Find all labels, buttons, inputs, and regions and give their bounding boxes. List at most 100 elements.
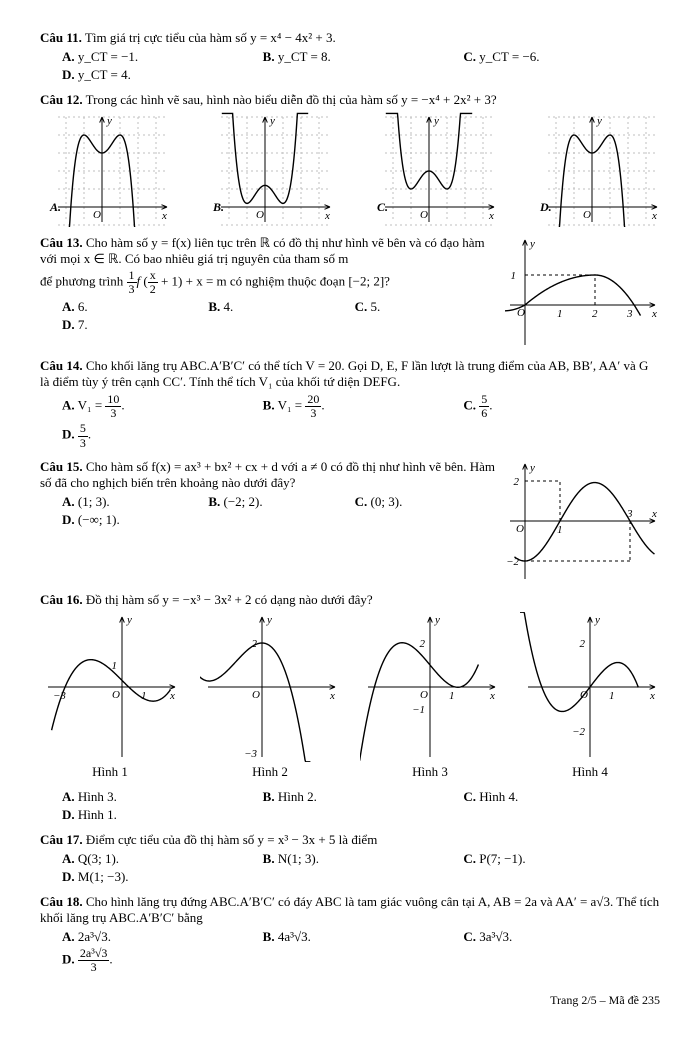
q12-chart-D: Ox y D. [530,112,660,227]
q13-ans-D: D. 7. [58,316,497,334]
q16-ans-D: D. Hình 1. [58,806,660,824]
q16-svg-4: Oxy2−21 [520,612,660,762]
question-12: Câu 12. Trong các hình vẽ sau, hình nào … [40,92,660,227]
svg-text:O: O [580,689,588,701]
svg-text:x: x [169,690,175,702]
svg-text:O: O [252,689,260,701]
q12-svg-B: OxyB. [203,112,333,227]
q15-ans-A: A. (1; 3). [58,493,204,511]
svg-text:x: x [651,508,657,520]
q14-number: Câu 14. [40,358,83,373]
svg-text:B.: B. [212,200,224,214]
svg-text:−3: −3 [53,690,66,702]
svg-text:y: y [433,115,439,127]
svg-text:2: 2 [580,638,586,650]
q11-ans-A: A. y_CT = −1. [58,48,259,66]
q16-svg-2: Oxy2−3 [200,612,340,762]
svg-text:−3: −3 [244,748,257,760]
q13-text2: để phương trình 13f (x2 + 1) + x = m có … [40,269,497,296]
q18-ans-C: C. 3a³√3. [459,928,660,946]
question-17: Câu 17. Điểm cực tiểu của đồ thị hàm số … [40,832,660,886]
q17-ans-C: C. P(7; −1). [459,850,660,868]
q15-answers: A. (1; 3). B. (−2; 2). C. (0; 3). D. (−∞… [58,493,497,529]
q18-text: Cho hình lăng trụ đứng ABC.A′B′C′ có đáy… [40,894,659,925]
q16-svg-1: Ox y 1 −3 1 [40,612,180,762]
q14-answers: A. V₁ = 103. B. V₁ = 203. C. 56. D. 53. [58,392,660,451]
svg-text:O: O [420,209,428,221]
q15-ans-D: D. (−∞; 1). [58,511,497,529]
q13-svg: Oxy1123 [505,235,660,350]
svg-text:3: 3 [626,508,633,520]
svg-text:O: O [112,689,120,701]
svg-text:y: y [434,614,440,626]
question-13: Câu 13. Cho hàm số y = f(x) liên tục trê… [40,235,660,350]
svg-text:y: y [106,115,112,127]
svg-text:x: x [649,690,655,702]
q13-textblock: Câu 13. Cho hàm số y = f(x) liên tục trê… [40,235,497,340]
q15-text: Cho hàm số f(x) = ax³ + bx² + cx + d với… [40,459,495,490]
q15-ans-B: B. (−2; 2). [204,493,350,511]
q16-chart-3: Oxy2−11 Hình 3 [360,612,500,780]
q14-ans-C: C. 56. [459,392,660,421]
question-15: Câu 15. Cho hàm số f(x) = ax³ + bx² + cx… [40,459,660,584]
svg-text:O: O [256,209,264,221]
q16-chart-1: Oxy1−31 Hình 1 [40,612,180,780]
q15-number: Câu 15. [40,459,83,474]
q18-ans-A: A. 2a³√3. [58,928,259,946]
q13-answers: A. 6. B. 4. C. 5. D. 7. [58,298,497,334]
q16-cap-3: Hình 3 [360,764,500,780]
q12-head: Câu 12. Trong các hình vẽ sau, hình nào … [40,92,660,108]
question-11: Câu 11. Tìm giá trị cực tiểu của hàm số … [40,30,660,84]
svg-text:2: 2 [420,638,426,650]
q12-charts: OxyA. OxyB. OxyC. OxyD. [40,112,660,227]
svg-text:1: 1 [141,690,147,702]
q16-charts: Oxy1−31 Hình 1 Oxy2−3 Hình 2 Oxy2−11 Hìn… [40,612,660,780]
svg-text:O: O [516,523,524,535]
svg-text:1: 1 [557,308,563,320]
svg-text:x: x [651,308,657,320]
svg-text:−2: −2 [506,556,519,568]
q14-ans-A: A. V₁ = 103. [58,392,259,421]
q16-svg-3: Oxy2−11 [360,612,500,762]
q18-answers: A. 2a³√3. B. 4a³√3. C. 3a³√3. D. 2a³√33. [58,928,660,975]
q17-ans-A: A. Q(3; 1). [58,850,259,868]
question-14: Câu 14. Cho khối lăng trụ ABC.A′B′C′ có … [40,358,660,451]
svg-text:y: y [266,614,272,626]
q11-text: Tìm giá trị cực tiểu của hàm số y = x⁴ −… [85,30,336,45]
svg-text:−1: −1 [412,704,425,716]
q15-ans-C: C. (0; 3). [351,493,497,511]
q14-ans-B: B. V₁ = 203. [259,392,460,421]
q13-number: Câu 13. [40,235,83,250]
svg-text:O: O [420,689,428,701]
svg-text:x: x [651,210,657,222]
q17-ans-B: B. N(1; 3). [259,850,460,868]
q12-chart-C: OxyC. [367,112,497,227]
svg-text:y: y [126,614,132,626]
question-16: Câu 16. Đồ thị hàm số y = −x³ − 3x² + 2 … [40,592,660,824]
svg-text:1: 1 [449,690,455,702]
q18-ans-B: B. 4a³√3. [259,928,460,946]
svg-text:C.: C. [377,200,388,214]
q15-svg: Oxy132−2 [505,459,660,584]
q11-head: Câu 11. Tìm giá trị cực tiểu của hàm số … [40,30,660,46]
q18-number: Câu 18. [40,894,83,909]
svg-text:2: 2 [592,308,598,320]
svg-text:D.: D. [539,200,552,214]
svg-text:2: 2 [514,476,520,488]
q13-text1: Cho hàm số y = f(x) liên tục trên ℝ có đ… [40,235,485,266]
q16-number: Câu 16. [40,592,83,607]
svg-text:1: 1 [112,660,118,672]
q17-number: Câu 17. [40,832,83,847]
svg-text:O: O [583,209,591,221]
q16-text: Đồ thị hàm số y = −x³ − 3x² + 2 có dạng … [86,592,373,607]
svg-text:O: O [517,307,525,319]
q17-text: Điểm cực tiểu của đồ thị hàm số y = x³ −… [86,832,377,847]
q14-text: Cho khối lăng trụ ABC.A′B′C′ có thể tích… [40,358,648,389]
q17-answers: A. Q(3; 1). B. N(1; 3). C. P(7; −1). D. … [58,850,660,886]
svg-text:y: y [596,115,602,127]
q13-ans-B: B. 4. [204,298,350,316]
svg-text:x: x [329,690,335,702]
page-footer: Trang 2/5 – Mã đề 235 [40,993,660,1008]
svg-text:A.: A. [49,200,61,214]
q12-svg-C: OxyC. [367,112,497,227]
